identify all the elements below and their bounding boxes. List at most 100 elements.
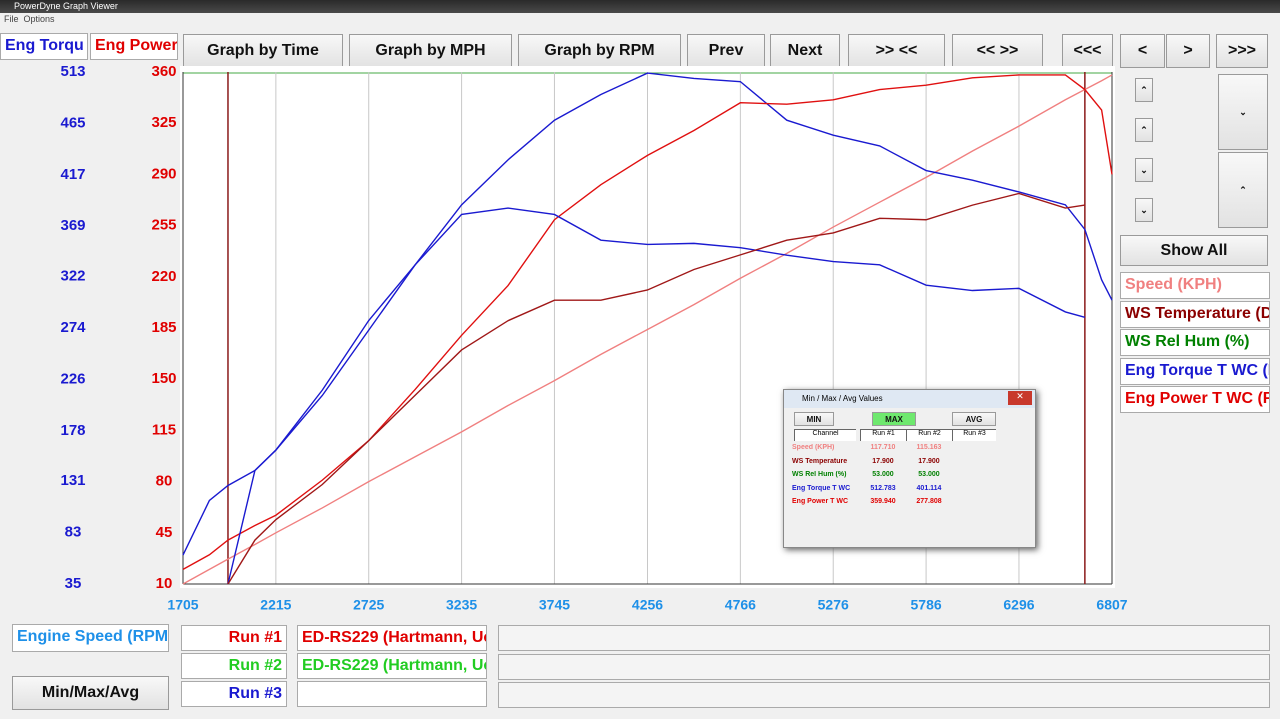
y2-tick-label: 325	[151, 114, 176, 131]
channel-item[interactable]: WS Rel Hum (%)	[1120, 329, 1270, 356]
table-cell: WS Temperature	[792, 457, 848, 465]
empty-field	[498, 625, 1270, 651]
scroll-button[interactable]: ⌄	[1218, 74, 1268, 150]
y2-tick-label: 290	[151, 165, 176, 182]
table-header: Run #1	[860, 429, 906, 441]
title-bar: PowerDyne Graph Viewer	[0, 0, 1280, 13]
x-tick-label: 3235	[446, 597, 477, 613]
dialog-title: Min / Max / Avg Values	[784, 390, 1035, 408]
run-label: Run #3	[181, 681, 287, 707]
table-header: Run #3	[952, 429, 996, 441]
y2-tick-label: 185	[151, 319, 176, 336]
channel-item[interactable]: WS Temperature (D	[1120, 300, 1270, 328]
y-tick-label: 417	[60, 166, 85, 183]
dialog-button[interactable]: MAX	[872, 412, 916, 426]
table-cell: 17.900	[918, 457, 940, 465]
table-cell: 401.114	[916, 484, 942, 492]
close-button[interactable]: ✕	[1008, 391, 1032, 405]
toolbar-button[interactable]: Next	[770, 34, 840, 68]
y2-tick-label: 150	[151, 370, 176, 387]
table-cell: 53.000	[918, 471, 940, 478]
table-cell: 512.783	[870, 484, 896, 492]
axis-header[interactable]: Eng Torqu	[0, 33, 88, 60]
channel-item[interactable]: Speed (KPH)	[1120, 272, 1270, 299]
channel-item[interactable]: Eng Power T WC (F	[1120, 386, 1270, 413]
menu-item[interactable]: Options	[23, 14, 55, 24]
series-line	[227, 192, 1085, 585]
table-cell: 359.940	[870, 498, 896, 505]
y-tick-label: 274	[60, 319, 86, 336]
scroll-button[interactable]: ⌃	[1135, 118, 1153, 142]
y-tick-label: 35	[65, 575, 82, 592]
y2-tick-label: 45	[156, 524, 173, 541]
run-label: Run #1	[181, 625, 287, 651]
show-all-button[interactable]: Show All	[1120, 235, 1268, 266]
series-line	[182, 74, 1113, 570]
empty-field	[498, 682, 1270, 708]
table-cell: Eng Torque T WC	[792, 484, 851, 492]
run-file[interactable]: ED-RS229 (Hartmann, Uc	[297, 653, 487, 679]
empty-field	[498, 654, 1270, 680]
table-cell: 53.000	[872, 471, 894, 478]
min-max-button[interactable]: Min/Max/Avg	[12, 676, 169, 710]
run-file[interactable]: ED-RS229 (Hartmann, Uc	[297, 625, 487, 651]
x-tick-label: 4766	[725, 597, 756, 613]
table-cell: 115.163	[916, 444, 942, 451]
scroll-button[interactable]: ⌄	[1135, 158, 1153, 182]
toolbar-button[interactable]: <	[1120, 34, 1165, 68]
x-tick-label: 2215	[260, 597, 291, 613]
y-tick-label: 83	[65, 524, 82, 541]
y-tick-label: 513	[60, 63, 85, 80]
toolbar-button[interactable]: >>>	[1216, 34, 1268, 68]
table-cell: 277.808	[916, 498, 942, 505]
x-channel[interactable]: Engine Speed (RPM	[12, 624, 169, 652]
y2-tick-label: 80	[156, 473, 173, 490]
x-tick-label: 2725	[353, 597, 384, 613]
toolbar-button[interactable]: << >>	[952, 34, 1043, 68]
y2-tick-label: 255	[151, 217, 176, 234]
run-label: Run #2	[181, 653, 287, 679]
table-header: Channel	[794, 429, 856, 441]
axis-header[interactable]: Eng Power	[90, 33, 178, 60]
scroll-button[interactable]: ⌃	[1218, 152, 1268, 228]
series-line	[227, 207, 1086, 585]
menu-item[interactable]: File	[4, 14, 19, 24]
dialog-button[interactable]: AVG	[952, 412, 996, 426]
dialog: Min / Max / Avg Values ✕ MIN MAX AVG Channe…	[783, 389, 1036, 548]
table-header: Run #2	[906, 429, 952, 441]
table-cell: WS Rel Hum (%)	[792, 471, 847, 478]
x-tick-label: 4256	[632, 597, 663, 613]
y2-tick-label: 115	[152, 421, 176, 438]
y-tick-label: 226	[60, 370, 85, 387]
table-cell: 117.710	[870, 444, 896, 451]
series-line	[182, 74, 1113, 585]
table-cell: Speed (KPH)	[792, 444, 835, 451]
x-tick-label: 3745	[539, 597, 570, 613]
y-tick-label: 369	[60, 217, 85, 234]
x-tick-label: 1705	[167, 597, 198, 613]
toolbar-button[interactable]: Graph by Time	[183, 34, 343, 68]
menu-bar: File Options	[4, 14, 55, 26]
y-tick-label: 322	[60, 268, 85, 285]
y2-tick-label: 10	[156, 575, 173, 592]
y-tick-label: 465	[60, 114, 85, 131]
channel-item[interactable]: Eng Torque T WC (I	[1120, 357, 1270, 385]
x-tick-label: 5276	[818, 597, 849, 613]
y-tick-label: 178	[60, 422, 85, 439]
scroll-button[interactable]: ⌄	[1135, 198, 1153, 222]
table-cell: Eng Power T WC	[792, 498, 848, 505]
window-title: PowerDyne Graph Viewer	[14, 1, 118, 11]
x-tick-label: 6296	[1003, 597, 1034, 613]
y2-tick-label: 220	[151, 268, 176, 285]
toolbar-button[interactable]: >	[1166, 34, 1210, 68]
dialog-button[interactable]: MIN	[794, 412, 834, 426]
x-tick-label: 5786	[911, 597, 942, 613]
toolbar-button[interactable]: >> <<	[848, 34, 945, 68]
y-tick-label: 131	[60, 472, 85, 489]
x-tick-label: 6807	[1096, 597, 1127, 613]
run-file[interactable]	[297, 681, 487, 707]
scroll-button[interactable]: ⌃	[1135, 78, 1153, 102]
y2-tick-label: 360	[151, 63, 176, 80]
